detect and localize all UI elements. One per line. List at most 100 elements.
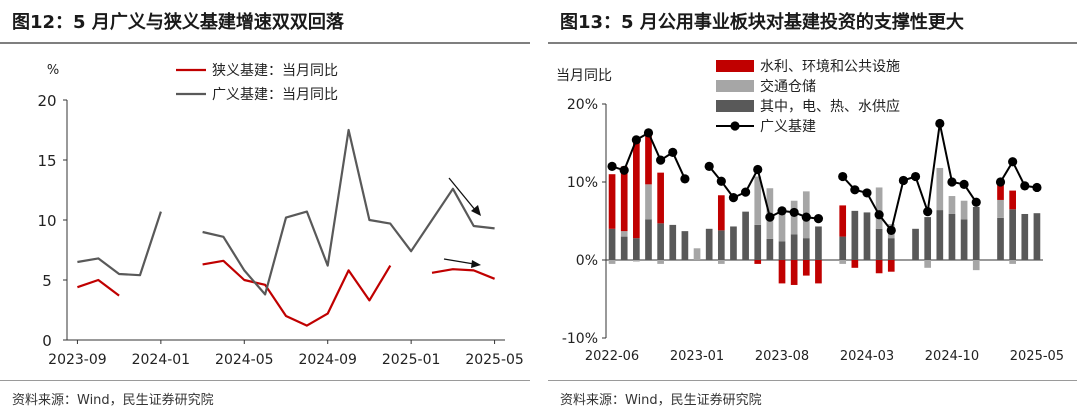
bar-segment: [960, 219, 968, 260]
line-marker: [1008, 157, 1018, 167]
line-marker: [886, 225, 896, 235]
series-line: [77, 259, 496, 327]
bar-segment: [839, 236, 847, 260]
bar-segment: [730, 226, 737, 260]
line-marker: [935, 118, 945, 129]
series-line: [77, 128, 495, 296]
y-tick-label: 5: [42, 272, 52, 290]
bar-segment: [936, 167, 944, 211]
x-tick-label: 2024-10: [925, 349, 979, 364]
bar-segment: [972, 260, 980, 271]
chart-panel-right: 图13：5 月公用事业板块对基建投资的支撑性更大 当月同比 -10% 0% 10% 20…: [548, 0, 1077, 418]
legend-swatch: [716, 80, 754, 92]
line-marker: [656, 155, 666, 165]
line-marker: [971, 197, 981, 207]
bar-segment: [681, 231, 689, 260]
y-tick-label: 15: [37, 152, 56, 170]
bar-segment: [620, 166, 628, 232]
bar-segment: [766, 238, 774, 260]
bar-segment: [839, 205, 847, 237]
bar-segment: [620, 236, 628, 260]
bar-segment: [839, 260, 847, 264]
bar-segment: [778, 241, 786, 260]
line-marker: [923, 207, 933, 217]
bar-segment: [754, 176, 762, 225]
bar-segment: [875, 228, 883, 260]
line-marker: [850, 185, 860, 195]
source-rule: [548, 380, 1077, 381]
x-tick-label: 2023-01: [670, 349, 724, 364]
bar-segment: [778, 213, 786, 242]
bar-segment: [936, 210, 944, 260]
line-marker: [995, 177, 1006, 187]
line-marker: [947, 177, 957, 187]
bar-segment: [802, 260, 810, 276]
bar-segment: [1009, 260, 1016, 264]
legend-label: 交通仓储: [760, 78, 816, 95]
bar-segment: [693, 248, 701, 260]
bar-segment: [802, 238, 810, 260]
line-marker: [789, 207, 799, 218]
legend-swatch: [716, 60, 754, 72]
legend-label: 广义基建: [760, 118, 816, 135]
line-marker: [631, 135, 641, 145]
bar-segment: [948, 213, 956, 260]
line-marker: [643, 128, 654, 138]
bar-segment: [912, 228, 919, 260]
x-tick-label: 2024-05: [215, 352, 274, 368]
bar-segment: [717, 260, 725, 264]
bar-segment: [717, 195, 725, 231]
line-marker: [680, 174, 690, 184]
bar-segment: [633, 238, 640, 260]
legend-marker: [730, 121, 740, 131]
line-marker: [813, 214, 824, 224]
line-marker: [910, 171, 921, 182]
bar-segment: [657, 172, 664, 224]
bar-segment: [1021, 213, 1029, 260]
line-chart: % 0 5 10 15 20 2023-09 2024-01 2024-05 2024-09 202…: [37, 62, 523, 368]
line-marker: [862, 188, 872, 198]
bar-segment: [657, 223, 664, 260]
y-axis-label: 当月同比: [556, 68, 612, 84]
source-note: 资料来源：Wind，民生证券研究院: [560, 393, 762, 408]
bar-segment: [657, 260, 664, 264]
legend-label: 广义基建：当月同比: [212, 86, 338, 103]
bar-segment: [645, 219, 652, 260]
bar-segment: [851, 210, 859, 260]
annotation-arrowhead: [471, 205, 481, 216]
line-marker: [716, 176, 726, 186]
line-marker: [1020, 181, 1030, 191]
bar-segment: [742, 211, 749, 260]
bar-segment: [1009, 190, 1016, 210]
bar-segment: [924, 217, 932, 260]
bar-segment: [863, 212, 871, 260]
stacked-bar-chart: 当月同比 -10% 0% 10% 20% 2022-06 2023-01 2023-08 202…: [556, 59, 1064, 364]
line-marker: [777, 206, 787, 216]
line-marker: [801, 212, 811, 222]
x-tick-label: 2024-01: [132, 352, 191, 368]
chart-title: 图13：5 月公用事业板块对基建投资的支撑性更大: [560, 12, 964, 33]
bar-segment: [608, 228, 616, 260]
annotation-arrow: [443, 258, 475, 265]
y-tick-label: 10: [37, 212, 56, 230]
bar-segment: [997, 217, 1004, 260]
bar-segment: [887, 260, 895, 272]
bar-segment: [620, 231, 628, 237]
bar-segment: [887, 238, 895, 260]
bar-segment: [972, 206, 980, 260]
bar-segment: [815, 226, 822, 260]
title-rule: [0, 42, 530, 44]
bar-segment: [754, 260, 762, 264]
legend-label: 水利、环境和公共设施: [760, 59, 900, 75]
bar-segment: [645, 129, 652, 185]
line-marker: [959, 179, 969, 189]
y-tick-label: -10%: [562, 331, 598, 347]
line-marker: [1032, 182, 1042, 193]
y-tick-label: 10%: [567, 175, 598, 191]
line-marker: [619, 165, 629, 175]
title-rule: [548, 42, 1077, 44]
bar-segment: [1033, 213, 1041, 260]
legend-label: 其中，电、热、水供应: [760, 98, 900, 115]
bar-segment: [754, 224, 762, 260]
x-tick-label: 2024-09: [298, 352, 357, 368]
